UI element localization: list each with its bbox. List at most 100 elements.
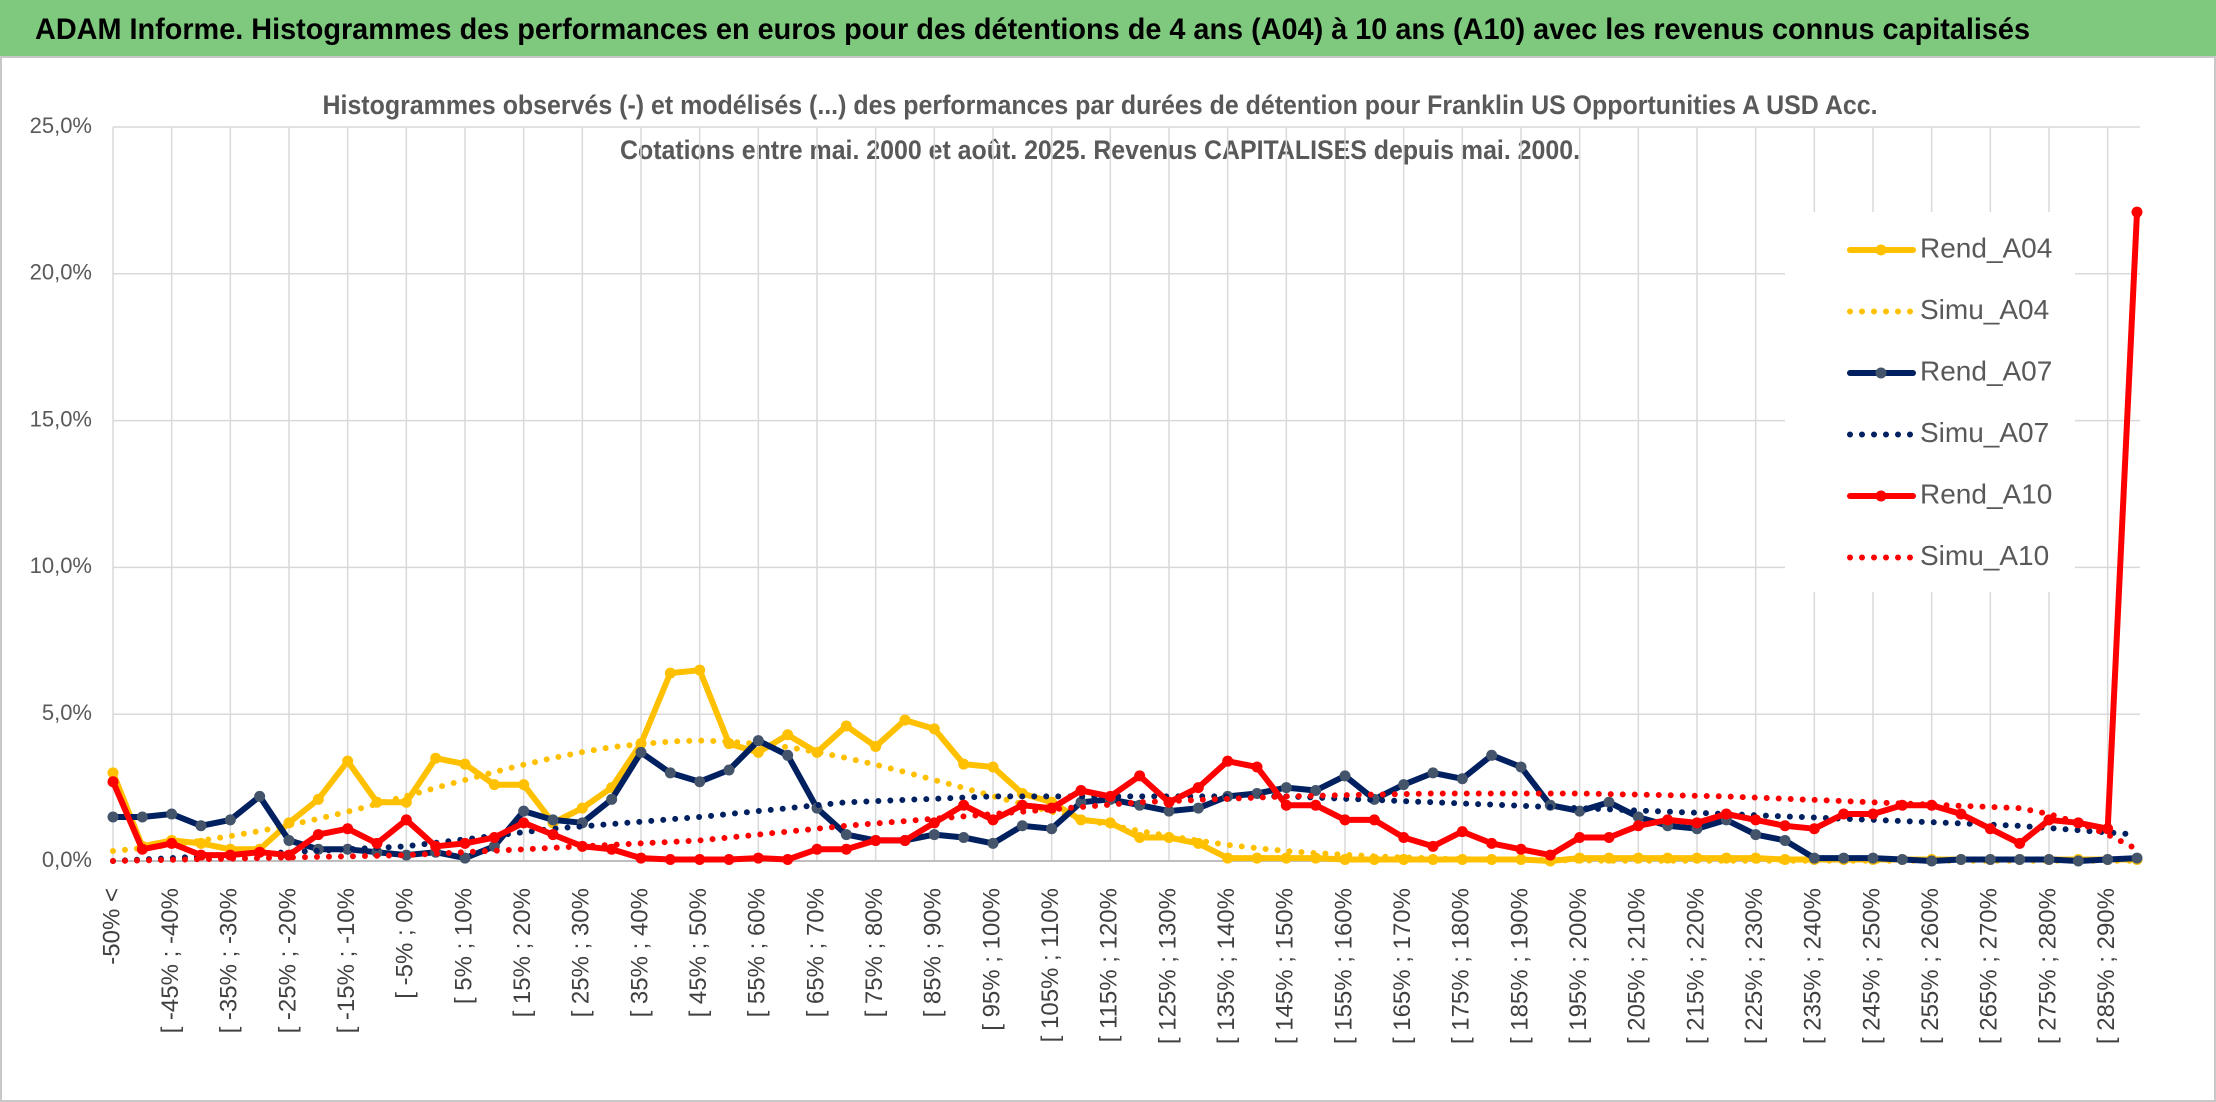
series-marker bbox=[430, 840, 442, 852]
series-marker bbox=[547, 814, 559, 826]
series-marker bbox=[1838, 852, 1850, 864]
series-marker bbox=[1398, 779, 1410, 791]
series-marker bbox=[1984, 823, 1996, 835]
series-marker bbox=[283, 834, 295, 846]
series-marker bbox=[987, 837, 999, 849]
series-marker bbox=[1134, 770, 1146, 782]
series-marker bbox=[1398, 832, 1410, 844]
series-marker bbox=[1632, 811, 1644, 823]
series-marker bbox=[1456, 854, 1468, 866]
series-marker bbox=[1926, 855, 1938, 867]
x-tick-label: [ 45% ; 50% bbox=[685, 888, 712, 1017]
x-tick-label: [ 55% ; 60% bbox=[744, 888, 771, 1017]
series-marker bbox=[2102, 854, 2114, 866]
series-marker bbox=[1779, 834, 1791, 846]
series-marker bbox=[430, 752, 442, 764]
x-tick-label: [ 215% ; 220% bbox=[1682, 888, 1709, 1044]
x-tick-label: [ 75% ; 80% bbox=[861, 888, 888, 1017]
series-marker bbox=[1134, 832, 1146, 844]
x-tick-label: [ 5% ; 10% bbox=[450, 888, 477, 1004]
x-tick-label: [ 85% ; 90% bbox=[920, 888, 947, 1017]
x-tick-label: [ -45% ; -40% bbox=[157, 888, 184, 1033]
series-marker bbox=[1691, 817, 1703, 829]
y-tick-label: 15,0% bbox=[30, 406, 92, 431]
x-tick-label: [ 135% ; 140% bbox=[1213, 888, 1240, 1044]
series-marker bbox=[1251, 761, 1263, 773]
series-marker bbox=[1574, 832, 1586, 844]
series-marker bbox=[2072, 855, 2084, 867]
series-marker bbox=[1808, 823, 1820, 835]
series-marker bbox=[752, 735, 764, 747]
series-marker bbox=[1867, 852, 1879, 864]
series-marker bbox=[694, 664, 706, 676]
series-marker bbox=[2131, 206, 2143, 218]
series-marker bbox=[1046, 823, 1058, 835]
x-tick-label: [ 265% ; 270% bbox=[1976, 888, 2003, 1044]
series-line bbox=[110, 793, 2140, 864]
series-marker bbox=[1896, 854, 1908, 866]
series-marker bbox=[2043, 854, 2055, 866]
series-marker bbox=[958, 758, 970, 770]
series-marker bbox=[1515, 761, 1527, 773]
x-tick-label: [ 225% ; 230% bbox=[1741, 888, 1768, 1044]
series-marker bbox=[1280, 852, 1292, 864]
series-marker bbox=[400, 796, 412, 808]
legend-label: Rend_A07 bbox=[1920, 355, 2052, 386]
series-marker bbox=[840, 720, 852, 732]
series-marker bbox=[371, 837, 383, 849]
series-line bbox=[110, 737, 2140, 864]
x-tick-label: [ 285% ; 290% bbox=[2093, 888, 2120, 1044]
series-marker bbox=[1486, 837, 1498, 849]
series-marker bbox=[840, 829, 852, 841]
series-marker bbox=[782, 854, 794, 866]
series-marker bbox=[958, 832, 970, 844]
x-tick-label: [ 35% ; 40% bbox=[626, 888, 653, 1017]
series-marker bbox=[107, 811, 119, 823]
series-marker bbox=[518, 817, 530, 829]
series-marker bbox=[1368, 814, 1380, 826]
x-tick-label: [ -35% ; -30% bbox=[216, 888, 243, 1033]
legend-label: Rend_A10 bbox=[1920, 478, 2052, 509]
series-marker bbox=[606, 793, 618, 805]
page-title: ADAM Informe. Histogrammes des performan… bbox=[35, 13, 2030, 46]
legend-box bbox=[1785, 212, 2075, 592]
series-marker bbox=[1427, 840, 1439, 852]
series-marker bbox=[1427, 767, 1439, 779]
series-marker bbox=[518, 805, 530, 817]
series-marker bbox=[2014, 837, 2026, 849]
x-tick-label: [ 245% ; 250% bbox=[1858, 888, 1885, 1044]
series-marker bbox=[1339, 814, 1351, 826]
series-marker bbox=[1398, 854, 1410, 866]
series-marker bbox=[342, 843, 354, 855]
series-marker bbox=[1486, 749, 1498, 761]
legend-label: Simu_A10 bbox=[1920, 540, 2049, 571]
chart-subtitle: Cotations entre mai. 2000 et août. 2025.… bbox=[620, 135, 1580, 165]
y-tick-label: 0,0% bbox=[42, 847, 92, 872]
series-marker bbox=[1192, 802, 1204, 814]
x-tick-label: [ 175% ; 180% bbox=[1448, 888, 1475, 1044]
series-line bbox=[110, 209, 2140, 863]
x-tick-label: [ 155% ; 160% bbox=[1330, 888, 1357, 1044]
series-marker bbox=[459, 852, 471, 864]
series-marker bbox=[488, 779, 500, 791]
series-marker bbox=[1456, 773, 1468, 785]
x-tick-label: [ 65% ; 70% bbox=[802, 888, 829, 1017]
x-tick-label: [ 95% ; 100% bbox=[978, 888, 1005, 1031]
series-marker bbox=[1632, 820, 1644, 832]
series-marker bbox=[136, 811, 148, 823]
series-marker bbox=[1662, 814, 1674, 826]
x-tick-label: [ 115% ; 120% bbox=[1096, 888, 1123, 1042]
series-marker bbox=[195, 820, 207, 832]
series-marker bbox=[1310, 799, 1322, 811]
series-marker bbox=[928, 817, 940, 829]
series-marker bbox=[928, 723, 940, 735]
series-marker bbox=[1192, 782, 1204, 794]
series-marker bbox=[1603, 796, 1615, 808]
x-tick-label: [ -5% ; 0% bbox=[392, 888, 419, 999]
legend-label: Simu_A07 bbox=[1920, 417, 2049, 448]
series-marker bbox=[342, 755, 354, 767]
y-tick-label: 5,0% bbox=[42, 700, 92, 725]
series-marker bbox=[1808, 852, 1820, 864]
series-marker bbox=[1750, 829, 1762, 841]
